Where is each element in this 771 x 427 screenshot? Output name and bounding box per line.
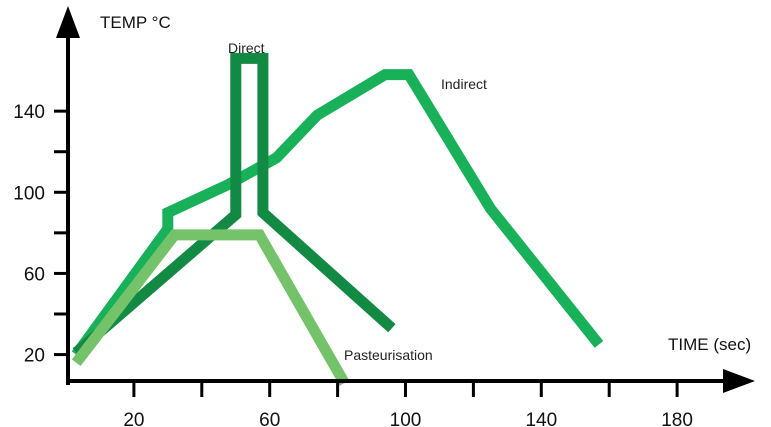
x-axis-arrowhead (723, 369, 755, 393)
y-tick-label: 140 (13, 102, 45, 123)
x-tick-label: 20 (123, 410, 144, 427)
axis-ticks: 20 60 100 140 180 20 60 100 140 (13, 102, 693, 427)
y-tick-label: 100 (13, 183, 45, 204)
axes (56, 6, 755, 393)
series-labels: Indirect Direct Pasteurisation (228, 40, 487, 363)
y-axis-title: TEMP °C (100, 13, 171, 32)
y-tick-label: 60 (24, 264, 45, 285)
series-line-pasteurisation (71, 229, 350, 386)
series-lines (71, 52, 604, 386)
y-axis-arrowhead (56, 6, 80, 38)
x-tick-label: 100 (390, 410, 422, 427)
x-tick-label: 140 (525, 410, 557, 427)
series-label-indirect: Indirect (441, 76, 487, 92)
y-tick-label: 20 (24, 346, 45, 367)
x-tick-label: 60 (259, 410, 280, 427)
x-axis-title: TIME (sec) (668, 335, 751, 354)
x-tick-label: 180 (661, 410, 693, 427)
series-label-pasteurisation: Pasteurisation (344, 347, 433, 363)
series-line-indirect (71, 69, 604, 358)
series-label-direct: Direct (228, 40, 265, 56)
